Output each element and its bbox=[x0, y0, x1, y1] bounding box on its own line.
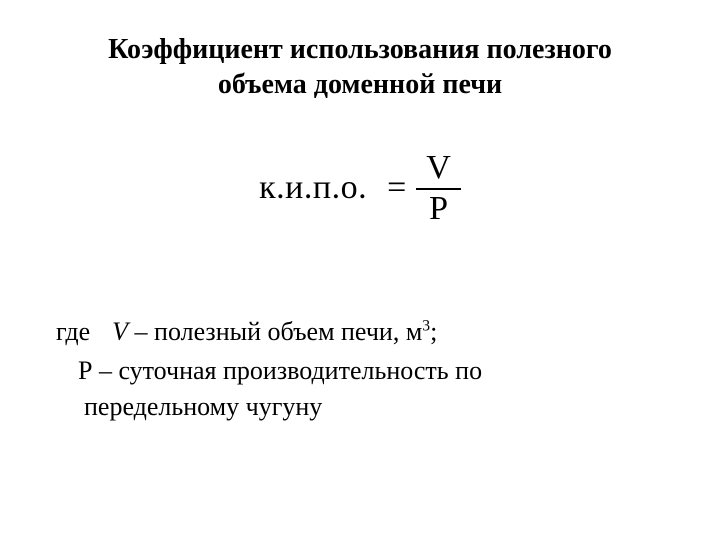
title-line-1: Коэффициент использования полезного bbox=[108, 34, 612, 65]
v-unit-sup: 3 bbox=[422, 318, 430, 335]
formula-fraction: V P bbox=[416, 150, 461, 226]
v-tail: ; bbox=[430, 317, 437, 346]
formula-denominator: P bbox=[419, 191, 458, 227]
slide-title: Коэффициент использования полезного объе… bbox=[56, 32, 664, 102]
v-text: полезный объем печи, м bbox=[154, 317, 422, 346]
p-text-2: передельному чугуну bbox=[84, 392, 322, 421]
definition-v: где V – полезный объем печи, м3; bbox=[56, 314, 664, 349]
v-symbol: V bbox=[112, 317, 128, 346]
formula: к.и.п.о. = V P bbox=[56, 150, 664, 226]
formula-numerator: V bbox=[416, 150, 461, 186]
formula-lhs: к.и.п.о. bbox=[259, 169, 367, 207]
p-sep: – bbox=[92, 356, 118, 385]
v-sep: – bbox=[128, 317, 154, 346]
title-line-2: объема доменной печи bbox=[218, 69, 502, 100]
formula-equals: = bbox=[387, 169, 406, 207]
p-text-1: суточная производительность по bbox=[118, 356, 482, 385]
definition-p: Р – суточная производительность по перед… bbox=[56, 353, 664, 423]
definitions-block: где V – полезный объем печи, м3; Р – суто… bbox=[56, 314, 664, 423]
where-label: где bbox=[56, 317, 90, 346]
p-symbol: Р bbox=[78, 356, 92, 385]
